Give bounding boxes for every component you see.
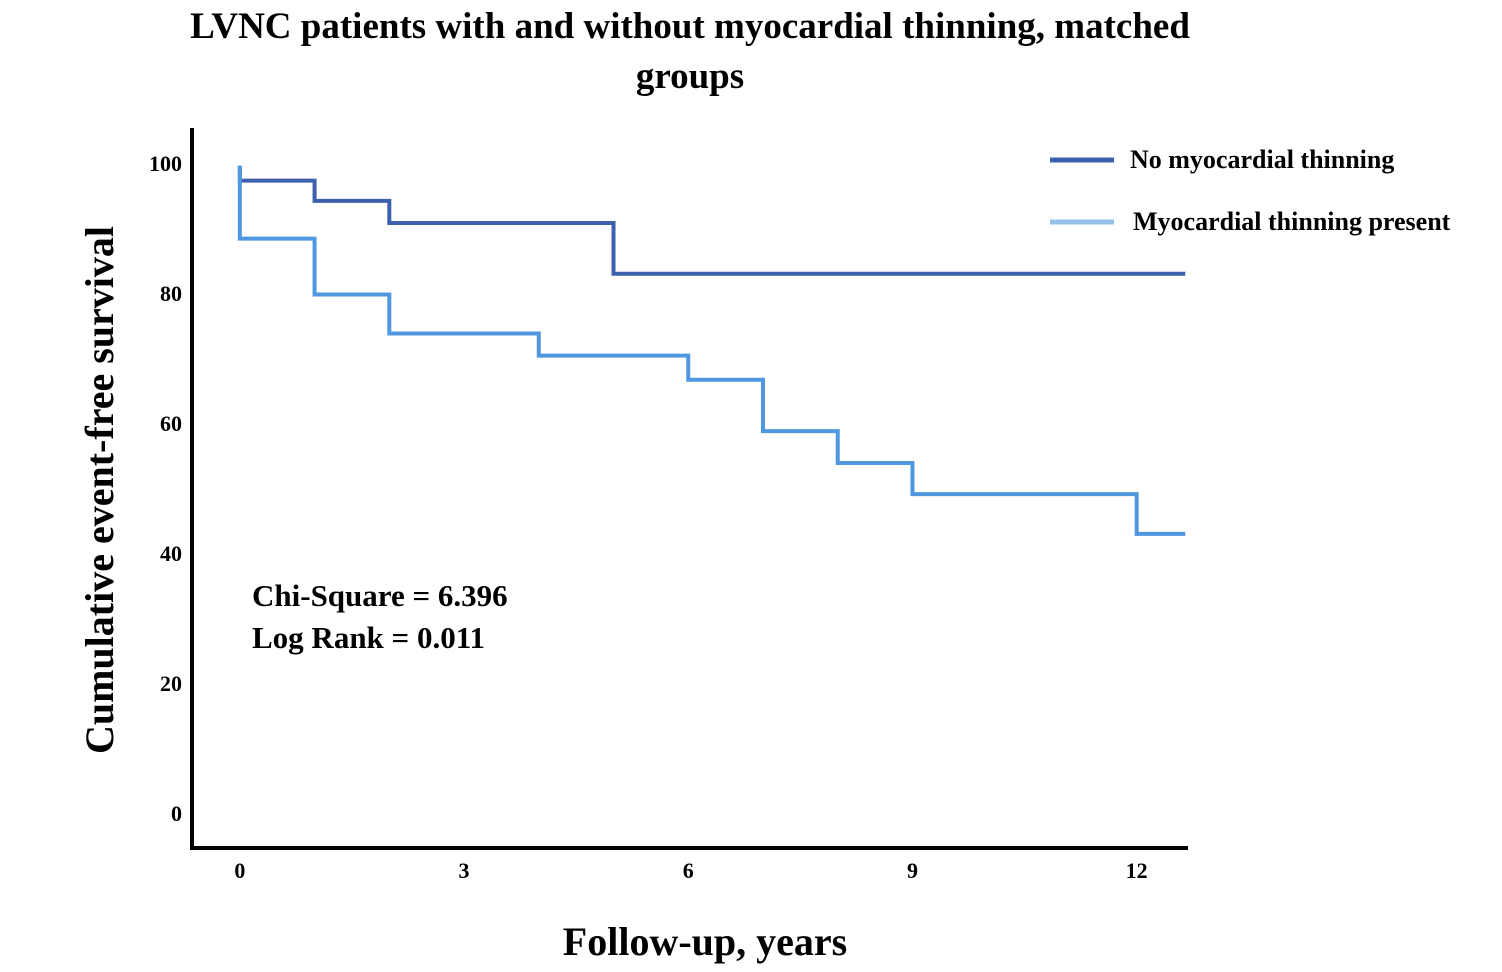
x-tick-label: 9 — [907, 858, 918, 883]
x-tick-label: 6 — [683, 858, 694, 883]
chart-title: LVNC patients with and without myocardia… — [190, 6, 1190, 97]
annotation: Log Rank = 0.011 — [252, 620, 485, 655]
x-axis-label: Follow-up, years — [563, 919, 847, 964]
x-tick-label: 12 — [1126, 858, 1148, 883]
annotation: Chi-Square = 6.396 — [252, 578, 508, 613]
y-tick-label: 100 — [149, 151, 182, 176]
y-tick-label: 80 — [160, 281, 182, 306]
y-tick-label: 60 — [160, 411, 182, 436]
y-tick-label: 0 — [171, 801, 182, 826]
survival-curve — [237, 165, 1186, 276]
y-axis-label: Cumulative event-free survival — [77, 226, 122, 754]
legend-label: Myocardial thinning present — [1133, 207, 1451, 236]
survival-curve — [237, 165, 1186, 536]
y-tick-label: 20 — [160, 671, 182, 696]
x-tick-label: 0 — [234, 858, 245, 883]
legend-label: No myocardial thinning — [1130, 145, 1394, 174]
x-tick-label: 3 — [459, 858, 470, 883]
y-tick-label: 40 — [160, 541, 182, 566]
